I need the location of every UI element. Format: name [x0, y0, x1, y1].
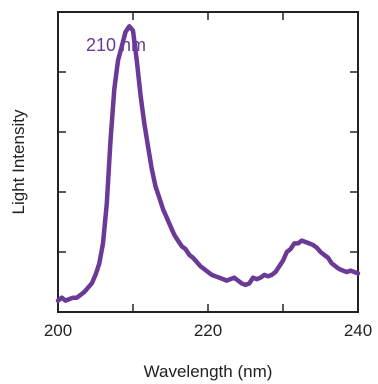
peak-annotation: 210 nm — [86, 35, 146, 55]
x-tick-label: 220 — [194, 321, 222, 340]
x-axis-label: Wavelength (nm) — [144, 362, 273, 381]
x-tick-label: 240 — [344, 321, 372, 340]
plot-frame — [57, 11, 359, 313]
x-tick-label: 200 — [44, 321, 72, 340]
y-axis-label: Light Intensity — [9, 109, 28, 214]
series-line — [55, 24, 361, 303]
